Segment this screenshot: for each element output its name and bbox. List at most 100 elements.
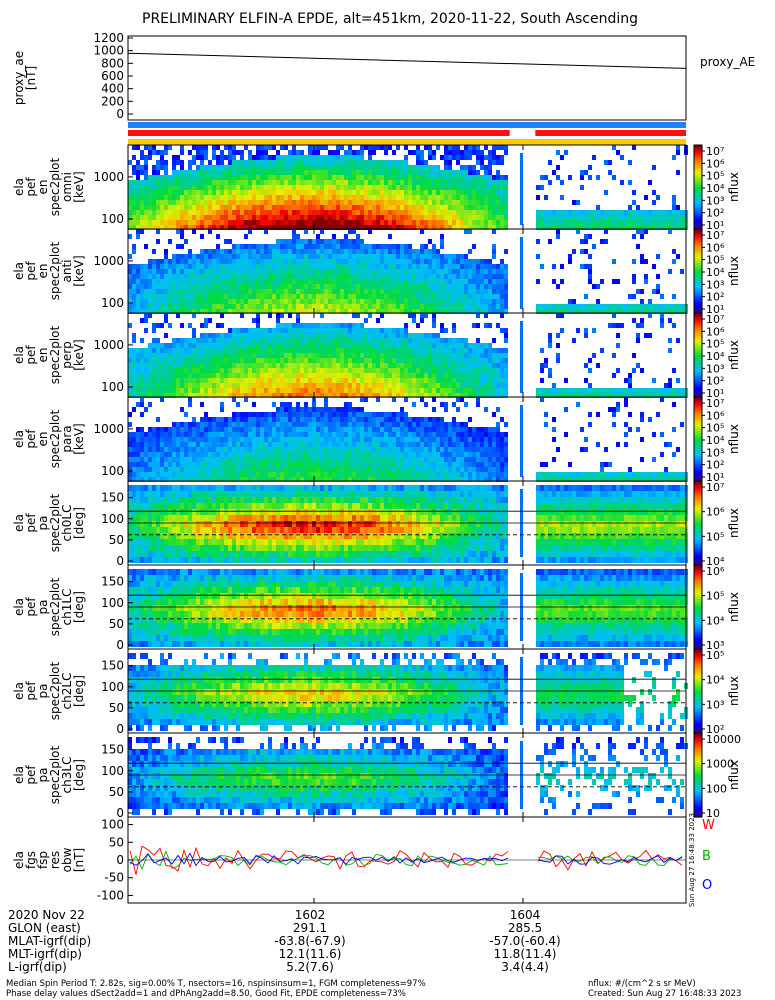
spec_en_2-cell bbox=[216, 294, 220, 299]
spec_en_3-cell bbox=[504, 393, 508, 398]
spec_en_2-cell bbox=[300, 239, 304, 244]
spec_en_3-cell bbox=[576, 393, 580, 398]
spec_en_2-cell bbox=[396, 259, 400, 264]
spec_en_3-cell bbox=[440, 323, 444, 328]
spec_en_2-cell bbox=[336, 269, 340, 274]
spec_en_2-cell bbox=[216, 274, 220, 279]
spec_en_2-cell bbox=[288, 279, 292, 284]
spec_en_3-colorbar-swatch bbox=[694, 390, 702, 394]
spec_en_2-cell bbox=[272, 284, 276, 289]
spec_en_3-cell bbox=[332, 343, 336, 348]
spec_en_1-cell bbox=[472, 190, 476, 195]
spec_en_3-cell bbox=[380, 363, 384, 368]
spec_en_2-cell bbox=[328, 294, 332, 299]
spec_en_3-cell bbox=[460, 338, 464, 343]
spec_en_1-cell bbox=[648, 180, 652, 185]
spec_en_1-cell bbox=[672, 195, 676, 200]
spec_en_2-cell bbox=[464, 299, 468, 304]
spec_en_2-cell bbox=[196, 284, 200, 289]
spec_en_1-cell bbox=[444, 165, 448, 170]
spec_en_2-cell bbox=[284, 284, 288, 289]
spec_en_3-cell bbox=[464, 343, 468, 348]
spec_en_2-cell bbox=[256, 294, 260, 299]
spec_en_2-cell bbox=[412, 269, 416, 274]
spec_en_1-cell bbox=[468, 225, 472, 230]
spec_en_4-cell bbox=[136, 477, 140, 482]
spec_en_1-cell bbox=[232, 185, 236, 190]
spec_en_4-cell bbox=[132, 447, 136, 452]
spec_en_3-cell bbox=[556, 343, 560, 348]
spec_en_3-cell bbox=[340, 333, 344, 338]
spec_en_3-cell bbox=[288, 393, 292, 398]
spec_en_1-cell bbox=[576, 210, 580, 215]
spec_en_3-cell bbox=[224, 388, 228, 393]
spec_en_1-cell bbox=[304, 170, 308, 175]
spec_en_3-cell bbox=[248, 348, 252, 353]
spec_en_4-cell bbox=[132, 432, 136, 437]
spec_en_3-cell bbox=[456, 393, 460, 398]
spec_en_2-cell bbox=[668, 309, 672, 314]
spec_en_1-cell bbox=[292, 190, 296, 195]
spec_en_2-cell bbox=[176, 294, 180, 299]
spec_en_2-cell bbox=[308, 249, 312, 254]
spec_en_2-cell bbox=[548, 304, 552, 309]
spec_en_2-cell bbox=[336, 239, 340, 244]
spec_en_1-cell bbox=[200, 210, 204, 215]
spec_en_3-cell bbox=[392, 373, 396, 378]
spec_en_1-cell bbox=[168, 195, 172, 200]
spec_en_1-cell bbox=[152, 180, 156, 185]
spec_en_3-cell bbox=[196, 383, 200, 388]
spec_en_2-cell bbox=[468, 294, 472, 299]
spec_en_1-cell bbox=[484, 215, 488, 220]
spec_en_4-cell bbox=[128, 437, 132, 442]
spec_en_1-ylabel-line-0: ela bbox=[12, 178, 26, 196]
spec_en_3-cell bbox=[280, 348, 284, 353]
spec_en_3-colorbar-swatch bbox=[694, 363, 702, 367]
spec_en_2-cell bbox=[408, 264, 412, 269]
spec_en_3-cell bbox=[360, 383, 364, 388]
spec_en_2-cell bbox=[340, 249, 344, 254]
spec_en_1-cell bbox=[500, 185, 504, 190]
spec_en_3-cell bbox=[496, 358, 500, 363]
spec_en_2-colorbar-swatch bbox=[694, 281, 702, 285]
spec_en_1-cell bbox=[208, 185, 212, 190]
spec_en_2-colorbar-swatch bbox=[694, 271, 702, 274]
spec_en_2-cell bbox=[168, 274, 172, 279]
spec_en_2-cell bbox=[376, 264, 380, 269]
spec_en_1-cell bbox=[372, 170, 376, 175]
spec_en_2-cell bbox=[224, 259, 228, 264]
spec_en_1-cell bbox=[548, 225, 552, 230]
spec_en_1-cell bbox=[308, 160, 312, 165]
spec_en_2-cell bbox=[424, 279, 428, 284]
spec_en_1-cell bbox=[420, 150, 424, 155]
spec_en_1-cell bbox=[216, 155, 220, 160]
spec_en_3-cell bbox=[428, 333, 432, 338]
spec_en_2-cell bbox=[312, 299, 316, 304]
spec_en_1-cell bbox=[364, 190, 368, 195]
spec_en_2-cell bbox=[492, 279, 496, 284]
spec_en_3-cell bbox=[412, 388, 416, 393]
spec_en_2-cell bbox=[340, 299, 344, 304]
spec_en_1-cell bbox=[288, 190, 292, 195]
spec_en_1-cell bbox=[536, 210, 540, 215]
spec_en_1-cell bbox=[328, 225, 332, 230]
spec_en_3-cell bbox=[392, 343, 396, 348]
spec_en_1-cell bbox=[188, 160, 192, 165]
spec_en_3-cell bbox=[424, 313, 428, 318]
spec_en_1-cell bbox=[484, 190, 488, 195]
spec_en_1-cell bbox=[260, 220, 264, 225]
spec_en_1-cell bbox=[368, 170, 372, 175]
spec_en_1-cell bbox=[188, 205, 192, 210]
spec_en_2-cell bbox=[328, 254, 332, 259]
spec_en_2-cell bbox=[376, 304, 380, 309]
spec_en_1-cell bbox=[196, 225, 200, 230]
spec_en_1-cell bbox=[332, 190, 336, 195]
spec_en_2-cell bbox=[388, 304, 392, 309]
spec_en_1-cell bbox=[340, 190, 344, 195]
spec_en_1-cell bbox=[272, 160, 276, 165]
spec_en_2-cell bbox=[484, 264, 488, 269]
spec_en_2-cell bbox=[196, 254, 200, 259]
spec_en_3-cell bbox=[132, 383, 136, 388]
spec_en_1-cell bbox=[136, 210, 140, 215]
spec_en_2-cell bbox=[256, 289, 260, 294]
